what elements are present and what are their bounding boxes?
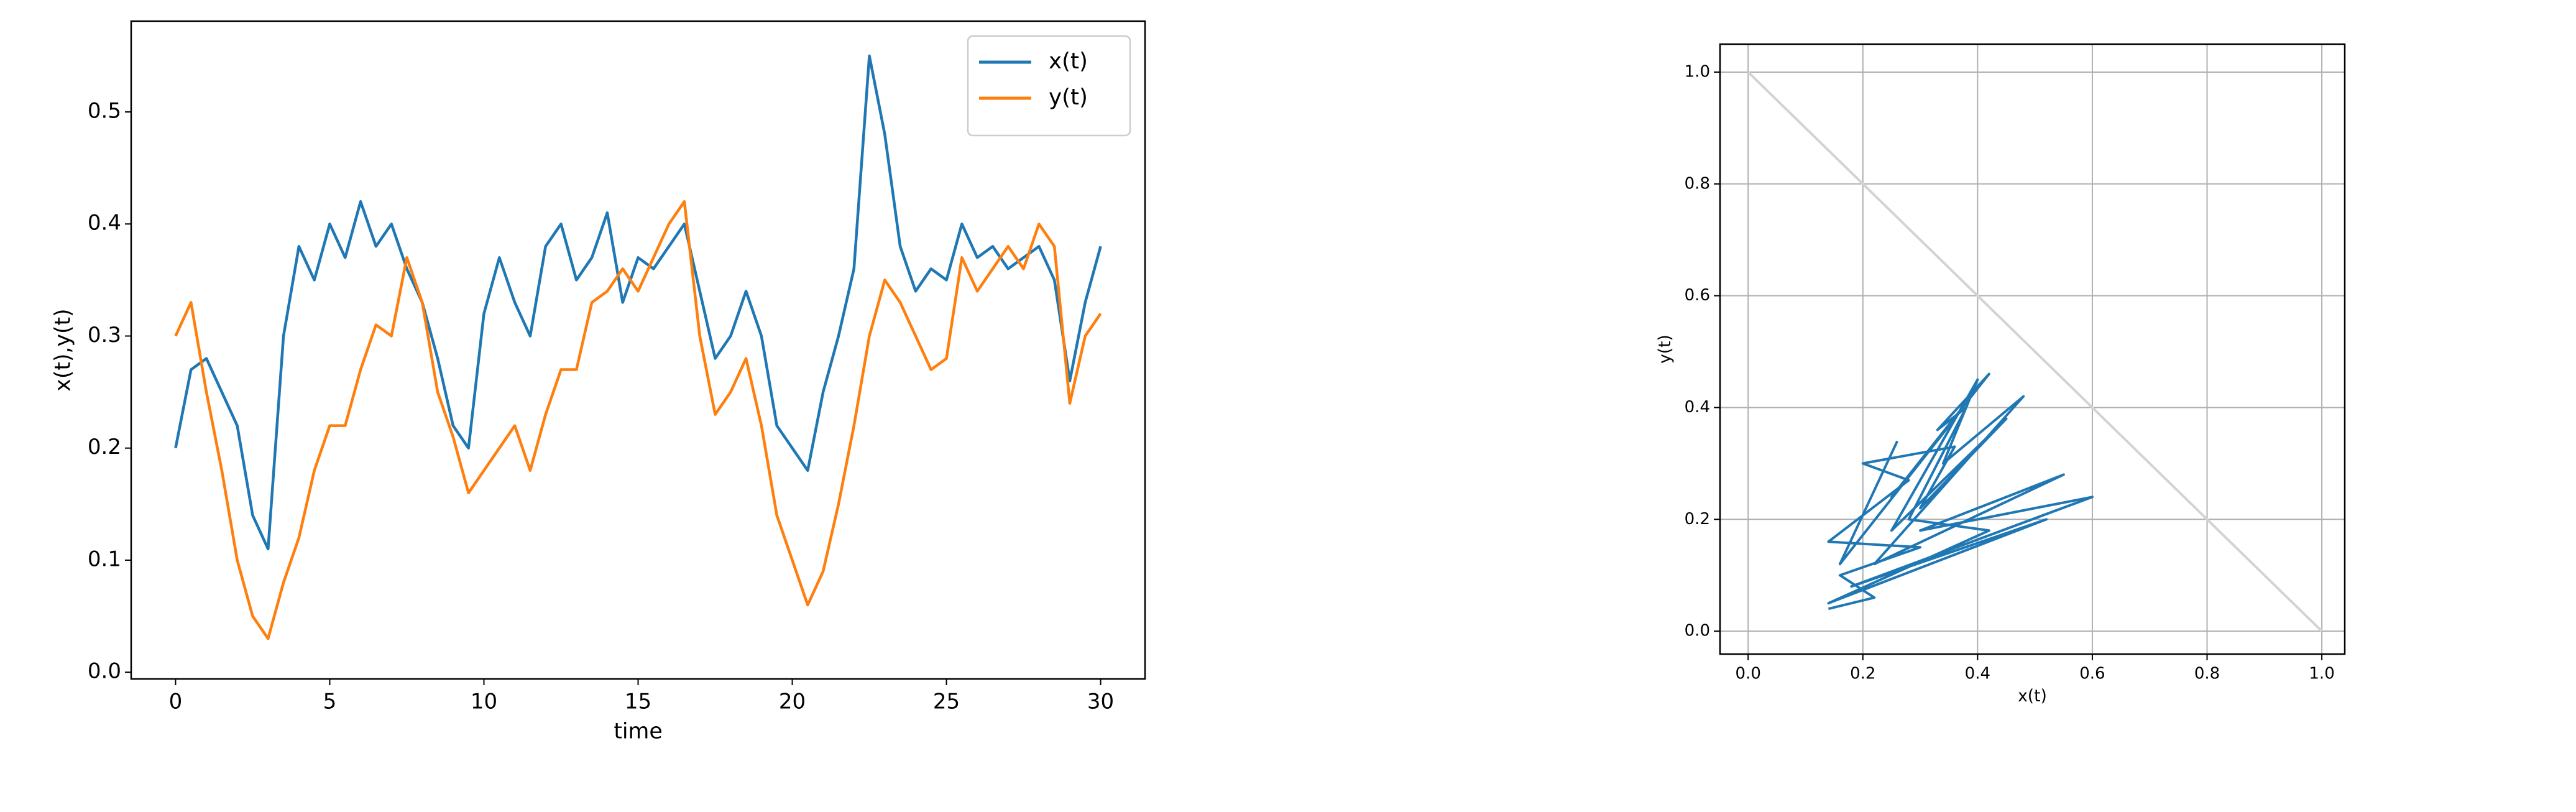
y-tick-label: 0.6 — [1685, 286, 1710, 305]
series-line — [1827, 372, 2094, 611]
x-tick-label: 20 — [779, 689, 806, 714]
x-tick-label: 0.6 — [2079, 665, 2105, 683]
plot-frame — [1719, 43, 2346, 655]
x-tick-label: 0 — [169, 689, 183, 714]
x-tick-label: 25 — [933, 689, 960, 714]
y-tick-label: 0.5 — [88, 98, 121, 123]
y-tick-label: 0.0 — [88, 659, 121, 684]
y-tick-label: 0.0 — [1685, 622, 1710, 640]
x-axis-label: x(t) — [2018, 686, 2047, 706]
x-tick-label: 10 — [471, 689, 497, 714]
y-tick-label: 0.4 — [88, 211, 121, 236]
y-tick-label: 1.0 — [1685, 62, 1710, 81]
y-tick-label: 0.2 — [88, 435, 121, 459]
x-tick-label: 0.0 — [1736, 665, 1761, 683]
x-tick-label: 0.2 — [1850, 665, 1875, 683]
legend-label: x(t) — [1049, 48, 1088, 74]
x-axis-label: time — [614, 719, 662, 744]
series-line — [174, 54, 1102, 551]
x-tick-label: 0.4 — [1965, 665, 1990, 683]
x-tick-label: 15 — [625, 689, 651, 714]
y-tick-label: 0.1 — [88, 547, 121, 571]
series-line — [174, 200, 1102, 640]
y-tick-label: 0.4 — [1685, 398, 1710, 417]
y-axis-label: y(t) — [1655, 334, 1675, 364]
y-tick-label: 0.8 — [1685, 174, 1710, 193]
y-tick-label: 0.2 — [1685, 510, 1710, 528]
y-axis-label: x(t),y(t) — [51, 308, 76, 391]
y-tick-label: 0.3 — [88, 323, 121, 348]
x-tick-label: 30 — [1087, 689, 1114, 714]
x-tick-label: 0.8 — [2194, 665, 2220, 683]
reference-line — [1747, 71, 2323, 632]
x-tick-label: 1.0 — [2309, 665, 2334, 683]
plot-frame — [130, 20, 1146, 680]
x-tick-label: 5 — [323, 689, 337, 714]
legend-label: y(t) — [1049, 85, 1088, 110]
